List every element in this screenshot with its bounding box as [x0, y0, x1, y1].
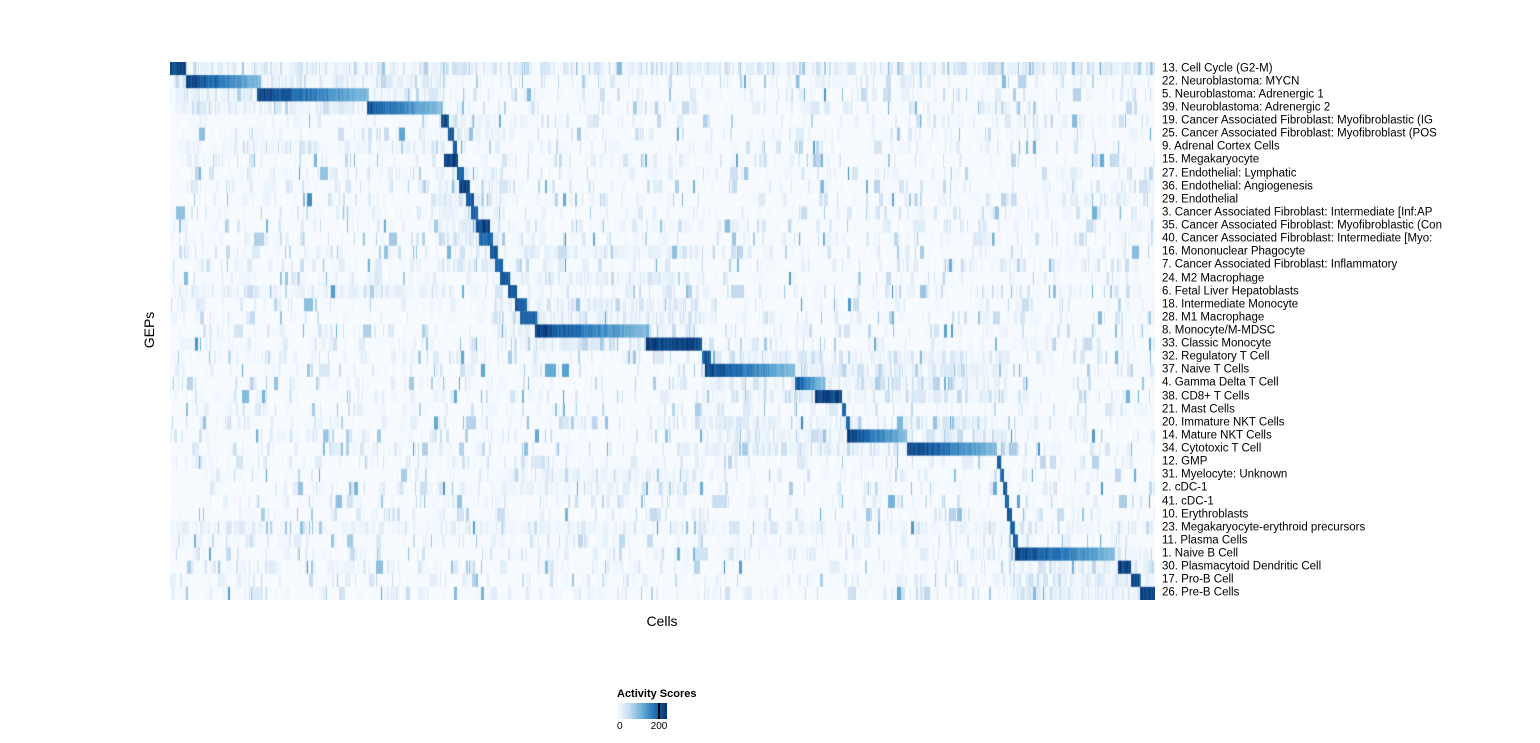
legend-marker-line	[658, 703, 660, 719]
row-label: 7. Cancer Associated Fibroblast: Inflamm…	[1162, 258, 1398, 271]
row-label: 38. CD8+ T Cells	[1162, 390, 1250, 403]
legend: Activity Scores 0 200	[617, 688, 777, 733]
row-label: 15. Megakaryocyte	[1162, 153, 1260, 166]
row-label: 6. Fetal Liver Hepatoblasts	[1162, 285, 1299, 298]
row-label: 8. Monocyte/M-MDSC	[1162, 324, 1276, 337]
row-label: 40. Cancer Associated Fibroblast: Interm…	[1162, 232, 1433, 245]
row-label: 24. M2 Macrophage	[1162, 272, 1265, 284]
row-label: 3. Cancer Associated Fibroblast: Interme…	[1162, 206, 1433, 219]
row-label: 17. Pro-B Cell	[1162, 573, 1234, 586]
legend-gradient-bar	[617, 703, 667, 719]
row-label: 10. Erythroblasts	[1162, 508, 1249, 521]
legend-ticks: 0 200	[617, 721, 667, 733]
row-label: 30. Plasmacytoid Dendritic Cell	[1162, 560, 1322, 573]
row-label: 26. Pre-B Cells	[1162, 586, 1240, 599]
legend-bar	[617, 703, 667, 719]
row-label: 28. M1 Macrophage	[1162, 311, 1265, 324]
row-label: 32. Regulatory T Cell	[1162, 350, 1270, 363]
row-label: 5. Neuroblastoma: Adrenergic 1	[1162, 88, 1324, 101]
row-label: 9. Adrenal Cortex Cells	[1162, 140, 1280, 153]
row-label: 22. Neuroblastoma: MYCN	[1162, 75, 1300, 88]
row-label: 1. Naive B Cell	[1162, 547, 1239, 560]
row-label: 25. Cancer Associated Fibroblast: Myofib…	[1162, 127, 1437, 140]
row-label: 37. Naive T Cells	[1162, 363, 1250, 376]
x-axis-label: Cells	[646, 613, 678, 629]
row-label: 2. cDC-1	[1162, 481, 1208, 494]
row-label: 14. Mature NKT Cells	[1162, 429, 1272, 442]
row-label: 19. Cancer Associated Fibroblast: Myofib…	[1162, 114, 1434, 127]
row-label: 11. Plasma Cells	[1162, 534, 1248, 547]
row-label: 4. Gamma Delta T Cell	[1162, 376, 1279, 389]
row-label: 35. Cancer Associated Fibroblast: Myofib…	[1162, 219, 1442, 232]
row-label: 21. Mast Cells	[1162, 403, 1235, 416]
row-label: 34. Cytotoxic T Cell	[1162, 442, 1262, 455]
row-label: 23. Megakaryocyte-erythroid precursors	[1162, 521, 1366, 534]
legend-tick-200: 200	[650, 721, 668, 732]
row-label: 41. cDC-1	[1162, 495, 1214, 508]
legend-title: Activity Scores	[617, 688, 697, 700]
row-label: 29. Endothelial	[1162, 193, 1239, 206]
row-label: 12. GMP	[1162, 455, 1208, 468]
heatmap-canvas	[170, 62, 1155, 600]
row-label: 20. Immature NKT Cells	[1162, 416, 1285, 429]
row-label: 18. Intermediate Monocyte	[1162, 298, 1299, 311]
legend-tick-0: 0	[617, 721, 623, 732]
row-label: 39. Neuroblastoma: Adrenergic 2	[1162, 101, 1331, 114]
row-label: 27. Endothelial: Lymphatic	[1162, 167, 1297, 180]
y-axis-label: GEPs	[141, 311, 157, 349]
row-label: 33. Classic Monocyte	[1162, 337, 1272, 350]
row-label: 36. Endothelial: Angiogenesis	[1162, 180, 1313, 193]
row-label: 16. Mononuclear Phagocyte	[1162, 245, 1306, 258]
row-label: 13. Cell Cycle (G2-M)	[1162, 62, 1273, 75]
row-label: 31. Myelocyte: Unknown	[1162, 468, 1288, 481]
